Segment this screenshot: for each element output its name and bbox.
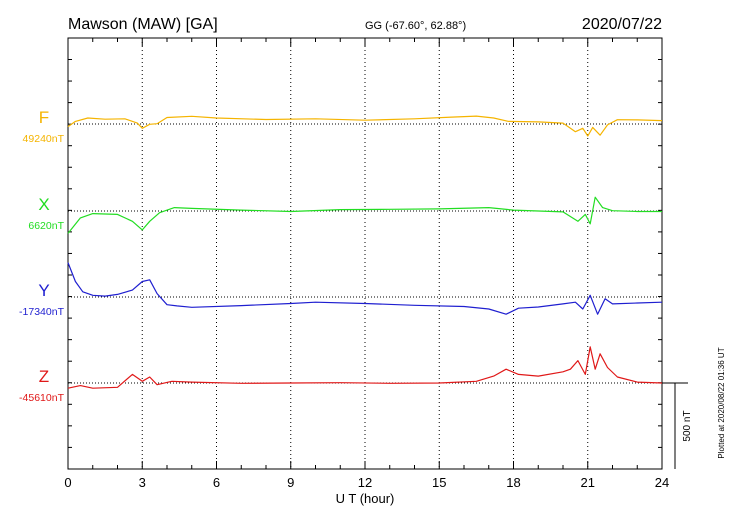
x-tick-label-18: 18 <box>506 475 520 490</box>
series-letter-y: Y <box>38 281 49 300</box>
trace-z <box>67 346 663 389</box>
date-label: 2020/07/22 <box>582 16 662 33</box>
baseline-label-z: -45610nT <box>19 392 65 404</box>
baseline-label-f: 49240nT <box>23 133 65 145</box>
grid-lines <box>141 38 589 469</box>
baseline-label-y: -17340nT <box>19 306 65 318</box>
series-letter-x: X <box>38 195 49 214</box>
baseline-label-x: 6620nT <box>28 220 64 232</box>
coordinates-label: GG (-67.60°, 62.88°) <box>365 20 466 32</box>
x-tick-labels: 0 3 6 9 12 15 18 21 24 <box>64 475 669 490</box>
traces <box>67 115 663 389</box>
plotted-at-note: Plotted at 2020/08/22 01:36 UT <box>717 347 726 458</box>
x-tick-label-3: 3 <box>139 475 146 490</box>
series-letter-z: Z <box>39 367 49 386</box>
axis-ticks <box>67 38 663 469</box>
scale-bar-label: 500 nT <box>682 410 693 441</box>
x-tick-label-12: 12 <box>358 475 372 490</box>
x-tick-label-15: 15 <box>432 475 446 490</box>
x-axis-label: U T (hour) <box>336 491 395 506</box>
trace-f <box>67 115 663 137</box>
station-title: Mawson (MAW) [GA] <box>68 16 218 33</box>
x-tick-label-6: 6 <box>213 475 220 490</box>
trace-y <box>67 262 663 315</box>
x-tick-label-9: 9 <box>287 475 294 490</box>
x-tick-label-0: 0 <box>64 475 71 490</box>
series-labels: F 49240nT X 6620nT Y -17340nT Z -45610nT <box>19 108 65 404</box>
series-letter-f: F <box>39 108 49 127</box>
x-tick-label-21: 21 <box>581 475 595 490</box>
trace-x <box>67 196 662 234</box>
x-tick-label-24: 24 <box>655 475 669 490</box>
